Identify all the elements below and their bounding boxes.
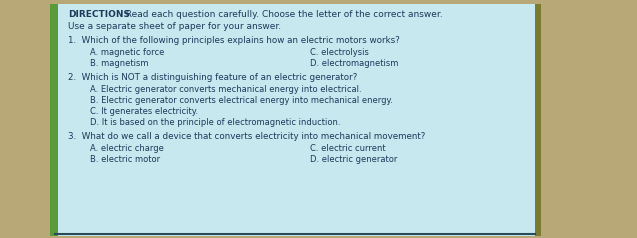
Text: D. electric generator: D. electric generator <box>310 155 397 164</box>
Text: Use a separate sheet of paper for your answer.: Use a separate sheet of paper for your a… <box>68 22 281 31</box>
FancyBboxPatch shape <box>55 4 535 236</box>
Text: D. It is based on the principle of electromagnetic induction.: D. It is based on the principle of elect… <box>90 118 341 127</box>
Text: A. Electric generator converts mechanical energy into electrical.: A. Electric generator converts mechanica… <box>90 85 362 94</box>
Text: A. electric charge: A. electric charge <box>90 144 164 153</box>
Text: B. Electric generator converts electrical energy into mechanical energy.: B. Electric generator converts electrica… <box>90 96 393 105</box>
Text: 1.  Which of the following principles explains how an electric motors works?: 1. Which of the following principles exp… <box>68 36 400 45</box>
FancyBboxPatch shape <box>535 4 541 236</box>
Text: 3.  What do we call a device that converts electricity into mechanical movement?: 3. What do we call a device that convert… <box>68 132 426 141</box>
Text: A. magnetic force: A. magnetic force <box>90 48 164 57</box>
Text: C. electric current: C. electric current <box>310 144 385 153</box>
Text: : Read each question carefully. Choose the letter of the correct answer.: : Read each question carefully. Choose t… <box>120 10 443 19</box>
Text: B. electric motor: B. electric motor <box>90 155 160 164</box>
Text: C. electrolysis: C. electrolysis <box>310 48 369 57</box>
Text: C. It generates electricity.: C. It generates electricity. <box>90 107 198 116</box>
Text: DIRECTIONS: DIRECTIONS <box>68 10 130 19</box>
FancyBboxPatch shape <box>50 4 58 236</box>
Text: B. magnetism: B. magnetism <box>90 59 148 68</box>
Text: D. electromagnetism: D. electromagnetism <box>310 59 398 68</box>
Text: 2.  Which is NOT a distinguishing feature of an electric generator?: 2. Which is NOT a distinguishing feature… <box>68 73 357 82</box>
